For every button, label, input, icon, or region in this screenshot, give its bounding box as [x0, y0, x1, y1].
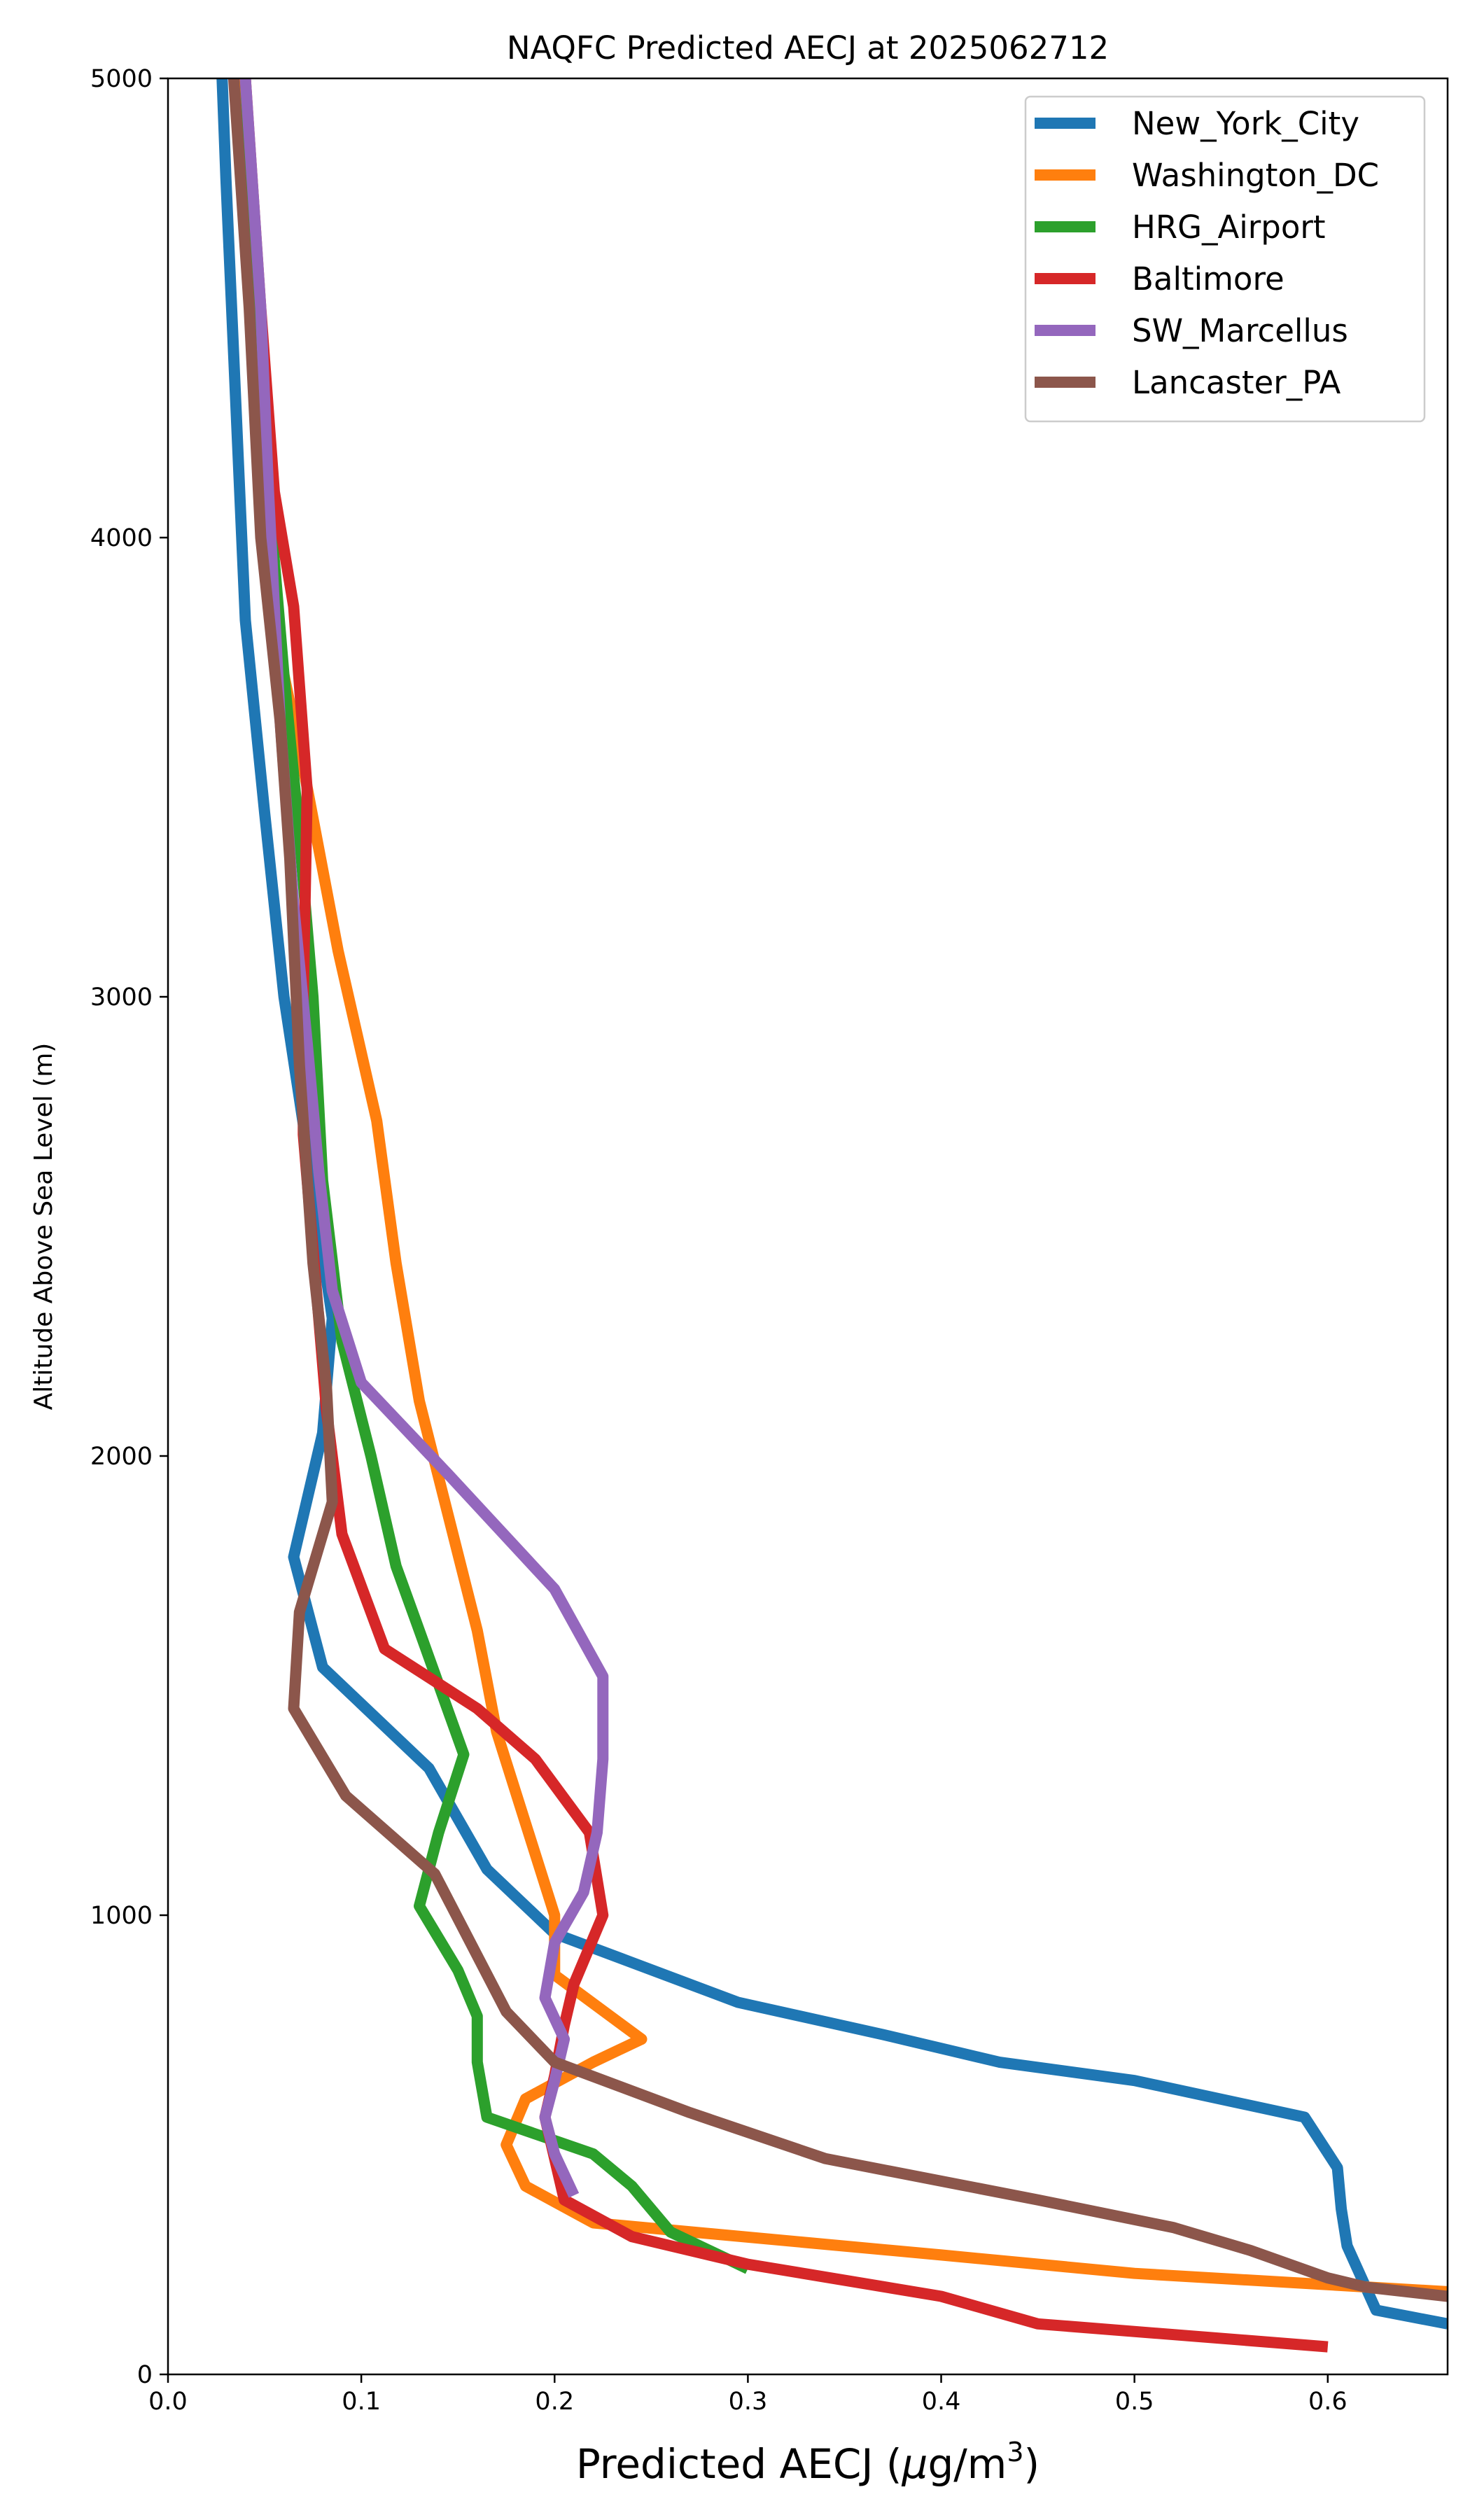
series-line-new-york-city	[216, 78, 1448, 2330]
y-tick-label: 4000	[90, 524, 153, 552]
y-tick-label: 1000	[90, 1902, 153, 1930]
plot-area	[168, 78, 1448, 2374]
x-tick-label: 0.1	[342, 2388, 381, 2416]
x-tick-label: 0.0	[148, 2388, 188, 2416]
legend-entry-new-york-city: New_York_City	[1035, 105, 1359, 142]
legend-entry-baltimore: Baltimore	[1035, 260, 1284, 298]
series-line-lancaster-pa	[227, 78, 1448, 2302]
x-axis-label-unit: g/m	[927, 2440, 1007, 2488]
legend-entry-hrg-airport: HRG_Airport	[1035, 209, 1326, 246]
legend-label: SW_Marcellus	[1132, 312, 1348, 349]
legend-label: Washington_DC	[1132, 157, 1379, 194]
y-tick-label: 2000	[90, 1443, 153, 1471]
chart-title: NAQFC Predicted AECJ at 2025062712	[507, 29, 1109, 66]
x-axis-label-mu: μ	[902, 2440, 928, 2488]
legend: New_York_City Washington_DC HRG_Airport Bal…	[1024, 95, 1426, 423]
legend-entry-washington-dc: Washington_DC	[1035, 157, 1379, 194]
series-line-baltimore	[239, 78, 1329, 2353]
legend-frame	[1024, 95, 1426, 423]
legend-label: Baltimore	[1132, 260, 1284, 298]
y-tick-label: 5000	[90, 65, 153, 93]
legend-entry-lancaster-pa: Lancaster_PA	[1035, 364, 1341, 401]
x-axis-label-close: )	[1024, 2440, 1040, 2488]
x-axis-label-main: Predicted AECJ (	[576, 2440, 902, 2488]
x-tick-label: 0.4	[922, 2388, 961, 2416]
plot-frame	[167, 77, 1449, 2376]
y-tick-label: 0	[137, 2361, 153, 2389]
series-layer	[216, 78, 1448, 2353]
y-axis-label: Altitude Above Sea Level (m)	[29, 1043, 58, 1410]
legend-label: HRG_Airport	[1132, 209, 1326, 246]
x-tick-label: 0.6	[1308, 2388, 1348, 2416]
x-axis: 0.0 0.1 0.2 0.3 0.4 0.5 0.6	[148, 2374, 1348, 2416]
y-tick-label: 3000	[90, 983, 153, 1011]
x-tick-label: 0.2	[535, 2388, 574, 2416]
legend-entry-sw-marcellus: SW_Marcellus	[1035, 312, 1348, 349]
x-tick-label: 0.5	[1115, 2388, 1154, 2416]
legend-label: Lancaster_PA	[1132, 364, 1341, 401]
y-axis: 0 1000 2000 3000 4000 5000	[90, 65, 168, 2389]
x-tick-label: 0.3	[729, 2388, 768, 2416]
series-line-hrg-airport	[239, 78, 750, 2274]
x-axis-label: Predicted AECJ (μg/m3)	[576, 2437, 1040, 2488]
x-axis-label-sup: 3	[1007, 2437, 1023, 2468]
legend-label: New_York_City	[1132, 105, 1359, 142]
